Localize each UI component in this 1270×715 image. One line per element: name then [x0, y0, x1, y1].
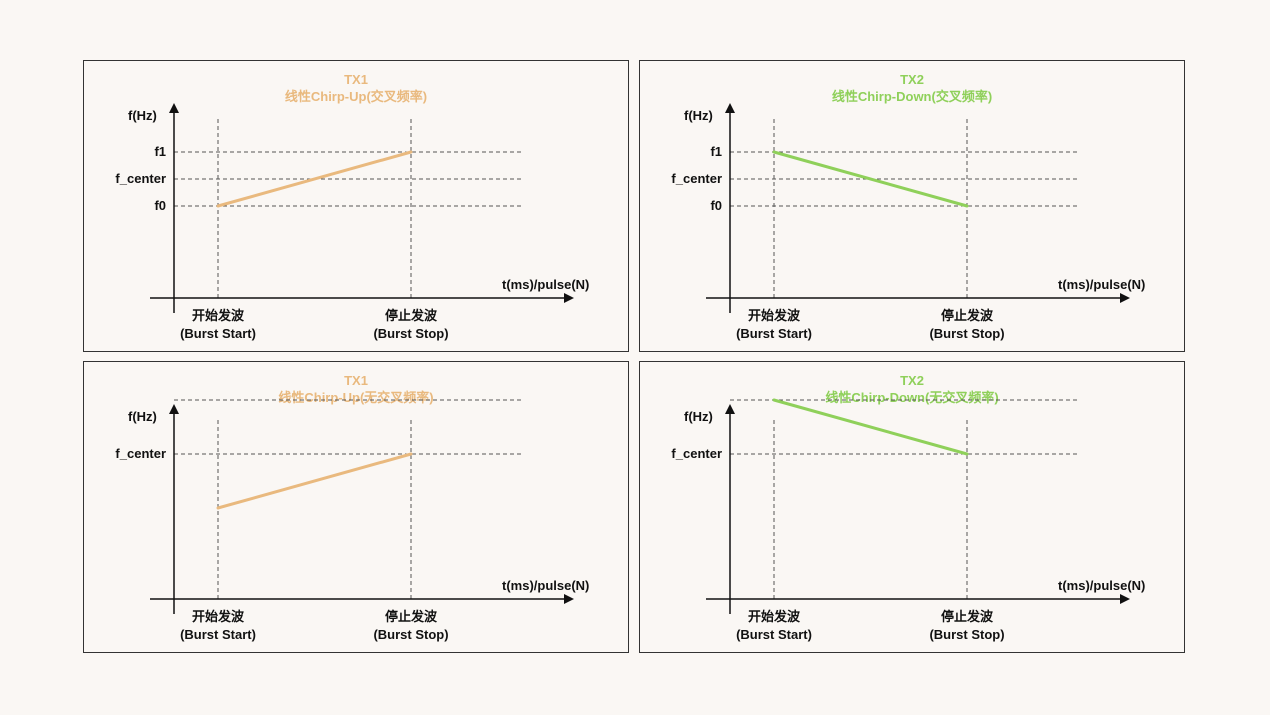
- x-axis-label: t(ms)/pulse(N): [502, 578, 589, 594]
- panel-tx2-chirp-down-no-cross: TX2 线性Chirp-Down(无交叉频率) f(Hz) t(ms)/puls…: [639, 361, 1185, 653]
- x-tick-line2: (Burst Stop): [351, 626, 471, 644]
- x-tick-line2: (Burst Stop): [907, 325, 1027, 343]
- x-tick-burst-stop: 停止发波 (Burst Stop): [907, 307, 1027, 343]
- x-axis-label: t(ms)/pulse(N): [1058, 578, 1145, 594]
- x-tick-line2: (Burst Stop): [907, 626, 1027, 644]
- x-tick-line2: (Burst Start): [158, 325, 278, 343]
- x-tick-line1: 开始发波: [714, 608, 834, 626]
- x-tick-line1: 停止发波: [907, 608, 1027, 626]
- x-tick-line1: 停止发波: [351, 608, 471, 626]
- x-axis-arrow-icon: [1120, 594, 1130, 604]
- panel-tx1-chirp-up-cross: TX1 线性Chirp-Up(交叉频率) f(Hz) t(ms)/pulse(N…: [83, 60, 629, 352]
- y-level-label: f_center: [642, 171, 722, 187]
- x-tick-burst-stop: 停止发波 (Burst Stop): [907, 608, 1027, 644]
- x-tick-line1: 停止发波: [351, 307, 471, 325]
- x-tick-burst-start: 开始发波 (Burst Start): [158, 608, 278, 644]
- y-level-label: f_center: [86, 171, 166, 187]
- y-level-label: f_center: [86, 446, 166, 462]
- x-axis-arrow-icon: [564, 293, 574, 303]
- x-tick-line2: (Burst Stop): [351, 325, 471, 343]
- x-tick-line2: (Burst Start): [714, 626, 834, 644]
- y-axis-label: f(Hz): [128, 108, 157, 124]
- chirp-line: [218, 454, 411, 508]
- x-tick-burst-stop: 停止发波 (Burst Stop): [351, 608, 471, 644]
- y-axis-arrow-icon: [169, 404, 179, 414]
- x-tick-line2: (Burst Start): [714, 325, 834, 343]
- y-level-label: f1: [86, 144, 166, 160]
- panel-tx2-chirp-down-cross: TX2 线性Chirp-Down(交叉频率) f(Hz) t(ms)/pulse…: [639, 60, 1185, 352]
- y-level-label: f0: [86, 198, 166, 214]
- x-tick-line1: 开始发波: [158, 608, 278, 626]
- x-tick-line1: 开始发波: [714, 307, 834, 325]
- x-tick-burst-stop: 停止发波 (Burst Stop): [351, 307, 471, 343]
- x-tick-line2: (Burst Start): [158, 626, 278, 644]
- x-axis-arrow-icon: [564, 594, 574, 604]
- x-tick-burst-start: 开始发波 (Burst Start): [714, 307, 834, 343]
- x-axis-arrow-icon: [1120, 293, 1130, 303]
- x-tick-line1: 停止发波: [907, 307, 1027, 325]
- x-axis-label: t(ms)/pulse(N): [1058, 277, 1145, 293]
- y-level-label: f0: [642, 198, 722, 214]
- y-axis-label: f(Hz): [684, 409, 713, 425]
- y-axis-arrow-icon: [169, 103, 179, 113]
- x-tick-line1: 开始发波: [158, 307, 278, 325]
- y-axis-arrow-icon: [725, 404, 735, 414]
- x-tick-burst-start: 开始发波 (Burst Start): [714, 608, 834, 644]
- y-level-label: f_center: [642, 446, 722, 462]
- y-axis-label: f(Hz): [684, 108, 713, 124]
- x-tick-burst-start: 开始发波 (Burst Start): [158, 307, 278, 343]
- y-axis-label: f(Hz): [128, 409, 157, 425]
- panel-tx1-chirp-up-no-cross: TX1 线性Chirp-Up(无交叉频率) f(Hz) t(ms)/pulse(…: [83, 361, 629, 653]
- chirp-line: [774, 400, 967, 454]
- y-axis-arrow-icon: [725, 103, 735, 113]
- y-level-label: f1: [642, 144, 722, 160]
- x-axis-label: t(ms)/pulse(N): [502, 277, 589, 293]
